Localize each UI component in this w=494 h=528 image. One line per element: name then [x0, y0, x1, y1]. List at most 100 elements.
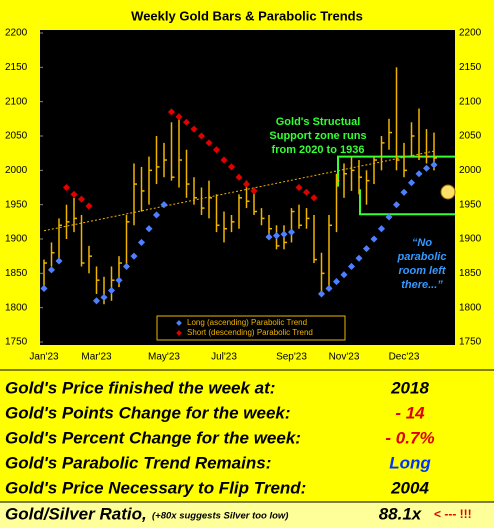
parabolic-dot	[430, 161, 438, 169]
y-tick-label: 2000	[5, 165, 28, 176]
parabolic-dot	[190, 125, 198, 133]
parabolic-dot	[317, 290, 326, 298]
y-tick-label: 2150	[5, 62, 28, 73]
row-value: 2004	[390, 478, 429, 497]
row-label: Gold's Price Necessary to Flip Trend:	[5, 478, 306, 497]
y-tick-label: 1950	[5, 199, 28, 210]
y-tick-label: 1850	[459, 268, 482, 279]
y-tick-label: 1800	[459, 302, 482, 313]
annotation: there...”	[401, 279, 443, 291]
parabolic-dot	[40, 284, 48, 292]
parabolic-dot	[145, 225, 153, 233]
plot-area	[40, 30, 455, 345]
parabolic-dot	[355, 254, 363, 262]
y-tick-label: 1750	[459, 337, 482, 348]
parabolic-dot	[347, 262, 356, 271]
x-tick-label: May'23	[148, 352, 180, 363]
last-row-bg	[0, 502, 494, 528]
parabolic-dot	[250, 187, 258, 195]
legend-box	[156, 315, 346, 341]
parabolic-dot	[325, 284, 333, 292]
support-top	[337, 155, 455, 187]
y-tick-label: 1750	[5, 337, 28, 348]
parabolic-dot	[175, 113, 183, 121]
parabolic-dot	[55, 257, 63, 265]
annotation: room left	[398, 265, 446, 277]
row-label: Gold's Points Change for the week:	[5, 403, 291, 422]
parabolic-dot	[280, 230, 288, 238]
parabolic-dot	[332, 278, 341, 286]
parabolic-dot	[227, 163, 236, 171]
legend-label: Short (descending) Parabolic Trend	[187, 328, 313, 337]
parabolic-dot	[302, 188, 311, 196]
row-value: - 14	[395, 403, 425, 422]
parabolic-dot	[377, 225, 386, 233]
parabolic-dot	[235, 173, 243, 181]
x-tick-label: Mar'23	[81, 352, 112, 363]
support-bottom	[359, 189, 455, 216]
parabolic-dot	[205, 139, 213, 147]
annotation: Support zone runs	[269, 130, 366, 142]
parabolic-dot	[362, 245, 371, 253]
row-value: 2018	[390, 378, 429, 397]
parabolic-dot	[422, 164, 431, 172]
parabolic-dot	[415, 170, 423, 178]
y-tick-label: 2200	[459, 28, 482, 39]
y-tick-label: 1950	[459, 199, 482, 210]
y-tick-label: 2000	[459, 165, 482, 176]
y-tick-label: 2100	[459, 96, 482, 107]
parabolic-dot	[272, 232, 281, 240]
parabolic-dot	[92, 297, 101, 305]
y-tick-label: 1900	[5, 234, 28, 245]
parabolic-dot	[122, 262, 131, 271]
x-tick-label: Dec'23	[389, 352, 420, 363]
annotation: Gold's Structual	[276, 116, 361, 128]
parabolic-dot	[242, 180, 251, 188]
y-tick-label: 2050	[459, 131, 482, 142]
parabolic-dot	[220, 156, 228, 164]
parabolic-dot	[400, 188, 408, 196]
row-value: 88.1x	[379, 504, 423, 523]
parabolic-dot	[212, 146, 221, 154]
annotation: “No	[412, 237, 432, 249]
x-tick-label: Jul'23	[211, 352, 237, 363]
y-tick-label: 2050	[5, 131, 28, 142]
icon	[440, 184, 456, 200]
parabolic-dot	[392, 201, 401, 209]
row-label: Gold/Silver Ratio,	[5, 504, 147, 523]
y-tick-label: 1800	[5, 302, 28, 313]
parabolic-dot	[167, 108, 176, 116]
parabolic-dot	[197, 132, 206, 140]
y-tick-label: 1850	[5, 268, 28, 279]
row-note: (+80x suggests Silver too low)	[152, 511, 288, 522]
parabolic-dot	[77, 195, 86, 203]
parabolic-dot	[100, 293, 108, 301]
parabolic-dot	[152, 211, 161, 219]
x-tick-label: Nov'23	[329, 352, 360, 363]
row-value: - 0.7%	[385, 428, 434, 447]
x-tick-label: Sep'23	[276, 352, 307, 363]
y-tick-label: 2150	[459, 62, 482, 73]
y-tick-label: 1900	[459, 234, 482, 245]
row-value: Long	[389, 453, 431, 472]
y-tick-label: 2200	[5, 28, 28, 39]
legend-label: Long (ascending) Parabolic Trend	[187, 318, 307, 327]
row-label: Gold's Parabolic Trend Remains:	[5, 453, 271, 472]
parabolic-dot	[265, 233, 273, 241]
parabolic-dot	[70, 190, 78, 198]
annotation: from 2020 to 1936	[272, 144, 365, 156]
parabolic-dot	[287, 228, 296, 236]
annotation: parabolic	[397, 251, 447, 263]
parabolic-dot	[115, 276, 123, 284]
parabolic-dot	[47, 266, 56, 274]
parabolic-dot	[182, 118, 191, 126]
legend-marker	[176, 320, 182, 326]
y-tick-label: 2100	[5, 96, 28, 107]
x-tick-label: Jan'23	[29, 352, 59, 363]
row-label: Gold's Percent Change for the week:	[5, 428, 301, 447]
parabolic-dot	[62, 183, 71, 192]
parabolic-dot	[310, 194, 318, 202]
row-label: Gold's Price finished the week at:	[5, 378, 275, 397]
parabolic-dot	[385, 213, 393, 221]
